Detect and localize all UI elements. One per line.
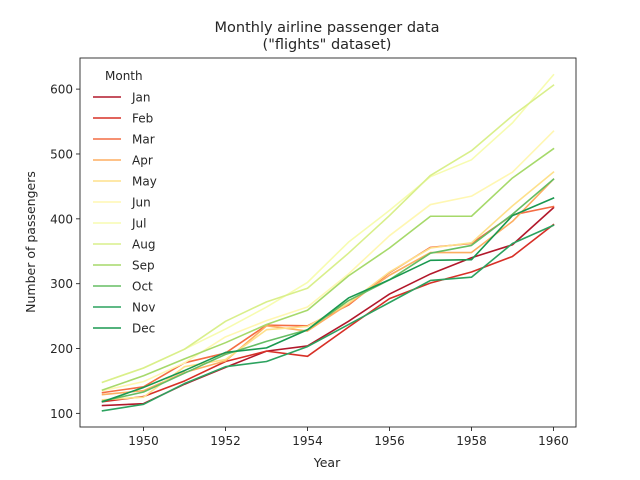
series-line-nov: [101, 224, 555, 412]
y-tick-label: 300: [50, 277, 73, 291]
y-tick-label: 400: [50, 212, 73, 226]
x-tick-label: 1950: [128, 434, 159, 448]
y-tick-label: 500: [50, 147, 73, 161]
plot-area: [79, 57, 577, 428]
legend-entry-mar: Mar: [132, 133, 155, 147]
legend-entry-may: May: [132, 175, 157, 189]
chart-subtitle: ("flights" dataset): [263, 37, 392, 53]
y-tick-label: 100: [50, 407, 73, 421]
legend-title: Month: [105, 69, 143, 83]
series-line-jun: [101, 130, 555, 392]
x-axis-label: Year: [313, 455, 341, 470]
x-tick-label: 1958: [456, 434, 487, 448]
legend-entry-feb: Feb: [132, 112, 153, 126]
legend-entry-oct: Oct: [132, 280, 153, 294]
y-axis-label: Number of passengers: [23, 171, 38, 313]
series-line-dec: [101, 197, 555, 403]
legend-entry-dec: Dec: [132, 322, 155, 336]
series-line-oct: [101, 178, 555, 403]
series-line-sep: [101, 147, 555, 392]
x-tick-label: 1960: [538, 434, 569, 448]
plot-frame: [79, 57, 577, 428]
legend-entry-sep: Sep: [132, 259, 155, 273]
legend-entry-apr: Apr: [132, 154, 153, 168]
series-line-aug: [101, 84, 555, 384]
legend-entry-aug: Aug: [132, 238, 155, 252]
x-axis: 1950 1952 1954 1956 1958 1960: [128, 427, 569, 448]
legend: Month Jan Feb Mar Apr May Jun Jul Aug Sep Oct Nov De…: [93, 69, 157, 336]
legend-entry-nov: Nov: [132, 301, 155, 315]
x-tick-label: 1954: [292, 434, 323, 448]
y-axis: 100 200 300 400 500 600: [50, 83, 80, 421]
legend-entry-jul: Jul: [131, 217, 146, 231]
y-tick-label: 600: [50, 83, 73, 97]
legend-entry-jun: Jun: [131, 196, 151, 210]
legend-entry-jan: Jan: [131, 91, 151, 105]
chart-title: Monthly airline passenger data: [215, 20, 440, 36]
x-tick-label: 1952: [210, 434, 241, 448]
y-tick-label: 200: [50, 342, 73, 356]
x-tick-label: 1956: [374, 434, 405, 448]
series-line-feb: [101, 223, 555, 403]
series-line-apr: [101, 178, 555, 396]
